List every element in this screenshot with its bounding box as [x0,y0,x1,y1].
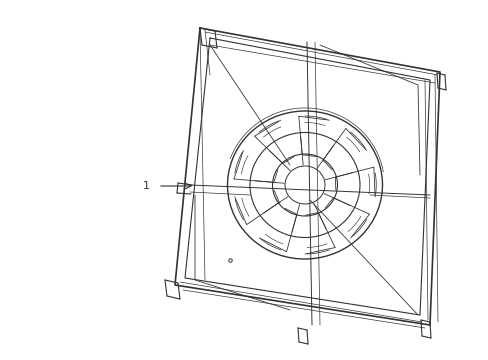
Text: 1: 1 [142,181,150,191]
